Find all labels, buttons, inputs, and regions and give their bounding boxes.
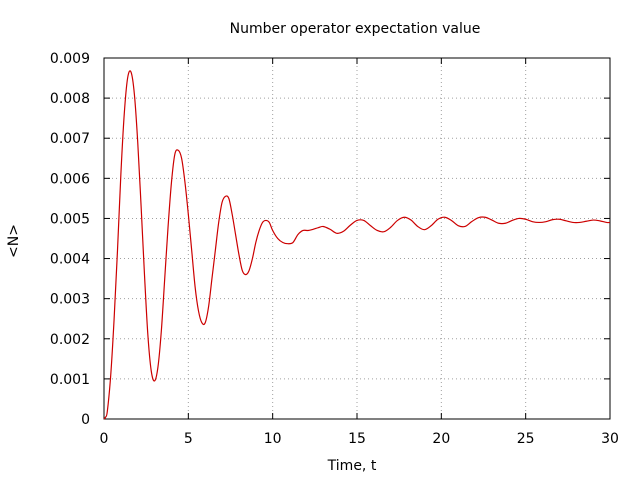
x-tick-label: 20 xyxy=(432,431,450,447)
y-tick-label: 0.007 xyxy=(50,131,90,147)
x-axis-label: Time, t xyxy=(327,458,377,474)
series-layer xyxy=(103,70,611,420)
x-tick-label: 15 xyxy=(348,431,366,447)
y-tick-label: 0.009 xyxy=(50,51,90,67)
y-tick-label: 0.003 xyxy=(50,292,90,308)
plot-frame xyxy=(103,57,611,420)
chart-title: Number operator expectation value xyxy=(230,21,481,37)
grid xyxy=(104,58,610,419)
y-tick-label: 0.008 xyxy=(50,91,90,107)
y-tick-label: 0.002 xyxy=(50,332,90,348)
y-tick-label: 0 xyxy=(81,412,90,428)
x-tick-label: 25 xyxy=(517,431,535,447)
y-tick-label: 0.001 xyxy=(50,372,90,388)
y-axis-label: <N> xyxy=(6,224,22,258)
x-tick-label: 0 xyxy=(100,431,109,447)
y-tick-label: 0.004 xyxy=(50,252,90,268)
series-line xyxy=(103,70,611,420)
ticks: 0 5 10 15 20 25 30 0 0.001 0.002 0.003 0.004 0.005 0.… xyxy=(50,51,619,447)
x-tick-label: 5 xyxy=(184,431,193,447)
x-tick-label: 30 xyxy=(601,431,619,447)
y-tick-label: 0.006 xyxy=(50,171,90,187)
y-tick-label: 0.005 xyxy=(50,211,90,227)
x-tick-label: 10 xyxy=(264,431,282,447)
